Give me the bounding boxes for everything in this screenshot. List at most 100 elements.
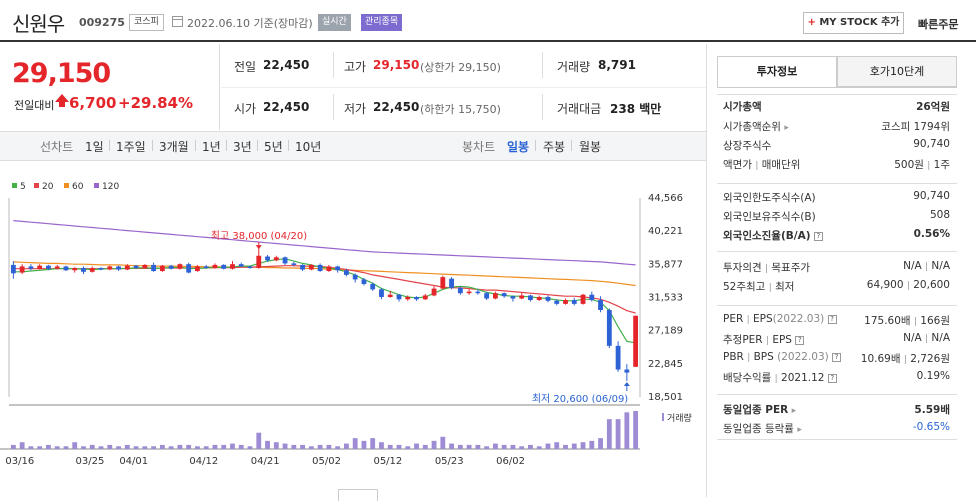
quick-order-link[interactable]: 빠른주문 — [918, 18, 959, 31]
volume-bar — [326, 444, 332, 449]
candle-body — [54, 266, 60, 269]
per-label-text: PER — [723, 313, 744, 325]
collapse-tab[interactable] — [338, 489, 378, 501]
period-1w[interactable]: 1주일 — [116, 140, 146, 154]
legend-label: 120 — [102, 182, 119, 192]
y-tick-label: 18,501 — [648, 392, 683, 403]
candle-monthly[interactable]: 월봉 — [579, 140, 602, 154]
tab-hoga[interactable]: 호가10단계 — [837, 56, 957, 87]
volume-bar — [168, 446, 174, 449]
help-icon[interactable]: ? — [827, 315, 837, 324]
up-arrow-icon — [55, 94, 69, 107]
add-mystock-button[interactable]: + MY STOCK 추가 — [803, 12, 904, 34]
management-badge[interactable]: 관리종목 — [361, 14, 403, 31]
candle-body — [343, 270, 349, 275]
sep-icon: | — [927, 161, 931, 171]
period-3y[interactable]: 3년 — [233, 140, 252, 154]
candle-body — [589, 294, 595, 301]
ma5-line — [13, 258, 636, 344]
info-block-opinion — [717, 251, 957, 304]
ma20-line — [13, 265, 636, 314]
cap-rank-label: 시가총액순위 ▸ — [723, 119, 789, 134]
target-value-text: N/A — [931, 260, 950, 272]
volume-bar — [475, 444, 481, 449]
tab-invest-info[interactable]: 투자정보 — [717, 56, 837, 87]
low-annotation: 최저 20,600 (06/09) — [532, 393, 628, 405]
volume-bar — [352, 438, 358, 449]
volume-bar — [335, 446, 341, 449]
upper-limit: (상한가 29,150) — [420, 61, 501, 74]
period-3m[interactable]: 3개월 — [159, 140, 189, 154]
div-value: 0.19% — [916, 370, 950, 382]
volume-bar — [133, 446, 139, 449]
cap-rank-value: 코스피 1794위 — [881, 121, 950, 133]
pbr-label-text: PBR — [723, 351, 744, 363]
candle-weekly[interactable]: 주봉 — [543, 140, 566, 154]
candle-body — [379, 289, 384, 297]
volume-bar — [484, 446, 490, 449]
volume-bar — [466, 444, 472, 449]
legend-label: 20 — [42, 182, 54, 192]
info-block-sector — [717, 394, 957, 440]
volume-bar — [589, 440, 595, 449]
low-arrow-icon — [623, 381, 630, 386]
help-icon[interactable]: ? — [813, 232, 823, 241]
candle-body — [554, 300, 560, 304]
volume-bar — [405, 446, 411, 449]
candle-body — [615, 345, 621, 370]
candle-body — [212, 264, 218, 268]
volume-bar — [300, 444, 306, 449]
candle-body — [72, 267, 78, 271]
sector-rate-label-text: 동일업종 등락률 — [723, 423, 794, 435]
volume-bar — [28, 446, 34, 449]
help-icon[interactable]: ? — [827, 374, 837, 383]
info-block-foreign — [717, 183, 957, 250]
volume-bar — [361, 440, 367, 449]
date-basis: 2022.06.10 기준(장마감) — [187, 15, 313, 31]
help-icon[interactable]: ? — [832, 353, 842, 362]
volume-bar — [238, 444, 244, 449]
volume-bar — [195, 446, 200, 449]
candle-body — [431, 288, 437, 296]
x-tick-label: 05/02 — [312, 456, 341, 467]
div-label: 배당수익률 | 2021.12 ? — [723, 370, 837, 385]
candle-chart-head: 봉차트 — [462, 140, 496, 154]
period-sep — [152, 140, 153, 151]
pbr-label: PBR | BPS (2022.03) ? — [723, 351, 842, 363]
legend-swatch — [34, 183, 39, 188]
help-icon[interactable]: ? — [795, 336, 805, 345]
sector-rate-label: 동일업종 등락률 ▸ — [723, 421, 802, 436]
unit-value-text: 1주 — [933, 159, 950, 171]
realtime-badge[interactable]: 실시간 — [318, 14, 351, 31]
candle-body — [466, 291, 472, 294]
pbr-value: 10.69배 | 2,726원 — [840, 351, 950, 366]
volume-bar — [81, 446, 86, 449]
candle-body — [124, 265, 130, 270]
period-1y[interactable]: 1년 — [202, 140, 221, 154]
foreign-ratio-label: 외국인소진율(B/A) ? — [723, 228, 823, 243]
info-block-cap — [717, 94, 957, 182]
sep-icon: | — [747, 353, 751, 363]
candle-body — [81, 267, 86, 272]
period-5y[interactable]: 5년 — [264, 140, 283, 154]
period-1d[interactable]: 1일 — [85, 140, 104, 154]
sep-icon: | — [768, 283, 772, 293]
volume-value: 8,791 — [598, 58, 636, 72]
candle-body — [396, 294, 402, 300]
candle-body — [528, 295, 533, 301]
price-chart[interactable]: 5 20 60 120 44,566 40,221 35,877 31,533 27,189 22… — [0, 162, 706, 497]
stock-code: 009275 — [79, 16, 125, 29]
period-10y[interactable]: 10년 — [295, 140, 322, 154]
volume-bar — [19, 442, 25, 449]
w52-value: 64,900 | 20,600 — [830, 279, 950, 291]
volume-bar — [563, 444, 568, 449]
candle-body — [624, 369, 630, 373]
candle-body — [19, 266, 25, 273]
volume-bar — [221, 444, 227, 449]
candle-body — [89, 267, 95, 272]
bps-value-text: 2,726원 — [910, 353, 950, 365]
current-price: 29,150 — [12, 58, 111, 89]
per-value: 175.60배 | 166원 — [840, 313, 950, 328]
volume-bar — [545, 443, 551, 449]
candle-daily[interactable]: 일봉 — [507, 140, 530, 154]
